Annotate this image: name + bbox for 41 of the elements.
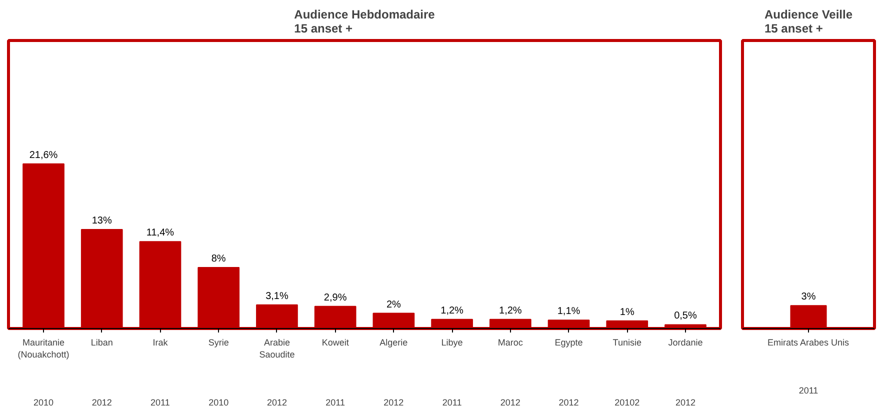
text: 2010 — [208, 398, 229, 408]
text: 2012 — [500, 398, 520, 408]
text: 2012 — [384, 398, 404, 408]
x-tick-label: Syrie — [208, 338, 229, 348]
data-label: 8% — [211, 254, 226, 265]
data-label: 1% — [620, 306, 634, 318]
text: 2011 — [442, 398, 462, 408]
data-label: 1,2% — [499, 305, 522, 316]
x-tick-label: Koweit — [322, 338, 350, 348]
text: 2010 — [34, 398, 54, 408]
x-tick-label: Algerie — [380, 338, 408, 348]
text: 2012 — [558, 398, 579, 408]
x-tick-label: Emirats Arabes Unis — [767, 338, 850, 348]
data-label: 1,1% — [557, 306, 580, 318]
x-tick-label: Mauritanie (Nouakchott) — [18, 338, 70, 360]
chart-title: Audience Hebdomadaire 15 anset + — [294, 8, 436, 36]
x-tick-label: Maroc — [498, 338, 524, 348]
x-tick-label: Libye — [441, 338, 463, 348]
x-tick-label: Irak — [152, 338, 168, 348]
data-label: 2,9% — [324, 292, 347, 304]
text: 2011 — [798, 386, 818, 396]
x-tick-label: Liban — [90, 338, 113, 348]
data-label: 11,4% — [146, 228, 174, 239]
text: 2011 — [326, 398, 345, 408]
text: 2011 — [150, 398, 170, 408]
data-label: 3% — [801, 292, 816, 303]
x-tick-label: Jordanie — [668, 338, 703, 348]
data-label: 2% — [386, 299, 402, 310]
data-label: 13% — [92, 215, 112, 226]
text: 2012 — [92, 398, 112, 408]
x-tick-label: Egypte — [554, 338, 583, 348]
text: 2012 — [675, 398, 696, 408]
text: 2012 — [266, 398, 287, 408]
chart-title: Audience Veille 15 anset + — [764, 8, 853, 36]
x-tick-label: Arabie Saoudite — [259, 338, 295, 360]
text: 20102 — [614, 398, 640, 408]
data-label: 1,2% — [440, 305, 464, 316]
data-label: 0,5% — [674, 310, 697, 322]
data-label: 3,1% — [266, 290, 288, 302]
x-tick-label: Tunisie — [612, 338, 642, 348]
data-label: 21,6% — [29, 150, 58, 161]
